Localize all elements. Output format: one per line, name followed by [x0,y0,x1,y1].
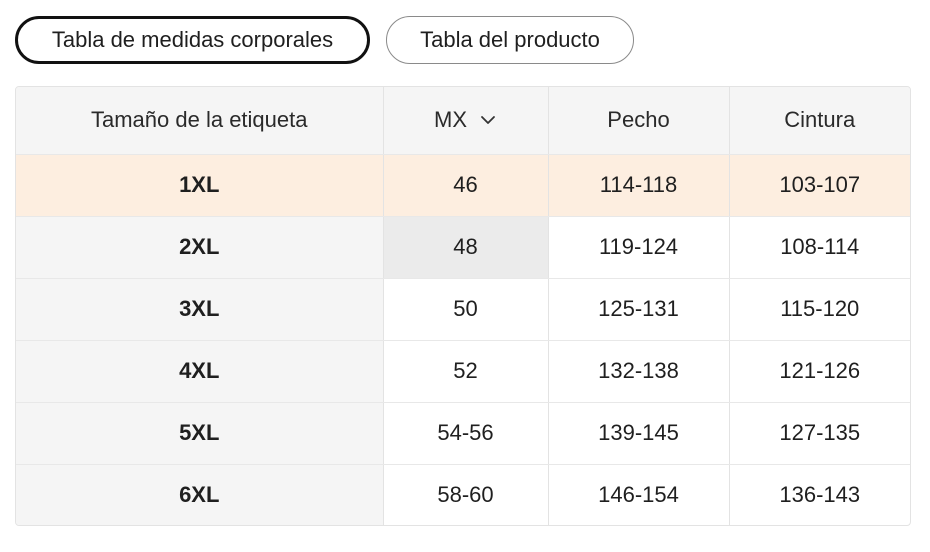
size-label: 4XL [16,340,384,403]
chest-range: 132-138 [548,340,730,403]
header-waist: Cintura [729,87,910,155]
waist-range: 108-114 [729,216,910,279]
mx-size: 54-56 [383,402,549,465]
mx-size: 46 [383,154,549,217]
chest-range: 114-118 [548,154,730,217]
tab-product-chart[interactable]: Tabla del producto [386,16,634,64]
size-chart-table: Tamaño de la etiqueta MX Pecho Cintura 1… [15,86,911,526]
header-tag-size: Tamaño de la etiqueta [16,87,384,155]
chest-range: 139-145 [548,402,730,465]
region-select[interactable]: MX [434,107,497,133]
table-row[interactable]: 1XL 46 114-118 103-107 [16,154,910,217]
size-label: 3XL [16,278,384,341]
chest-range: 146-154 [548,464,730,525]
mx-size: 50 [383,278,549,341]
chest-range: 119-124 [548,216,730,279]
size-label: 2XL [16,216,384,279]
mx-size: 58-60 [383,464,549,525]
waist-range: 103-107 [729,154,910,217]
mx-size: 48 [383,216,549,279]
size-label: 5XL [16,402,384,465]
waist-range: 115-120 [729,278,910,341]
chevron-down-icon [481,116,495,125]
table-row[interactable]: 2XL 48 119-124 108-114 [16,216,910,279]
region-select-label: MX [434,107,467,133]
waist-range: 121-126 [729,340,910,403]
tab-body-measurements[interactable]: Tabla de medidas corporales [15,16,370,64]
table-row[interactable]: 3XL 50 125-131 115-120 [16,278,910,341]
size-chart-tabs: Tabla de medidas corporales Tabla del pr… [15,16,634,64]
size-label: 6XL [16,464,384,525]
size-label: 1XL [16,154,384,217]
mx-size: 52 [383,340,549,403]
header-chest: Pecho [548,87,730,155]
table-row[interactable]: 6XL 58-60 146-154 136-143 [16,464,910,525]
header-region[interactable]: MX [383,87,549,155]
chest-range: 125-131 [548,278,730,341]
waist-range: 136-143 [779,482,861,508]
table-row[interactable]: 4XL 52 132-138 121-126 [16,340,910,403]
table-row[interactable]: 5XL 54-56 139-145 127-135 [16,402,910,465]
waist-range: 127-135 [729,402,910,465]
table-header-row: Tamaño de la etiqueta MX Pecho Cintura [16,87,910,155]
